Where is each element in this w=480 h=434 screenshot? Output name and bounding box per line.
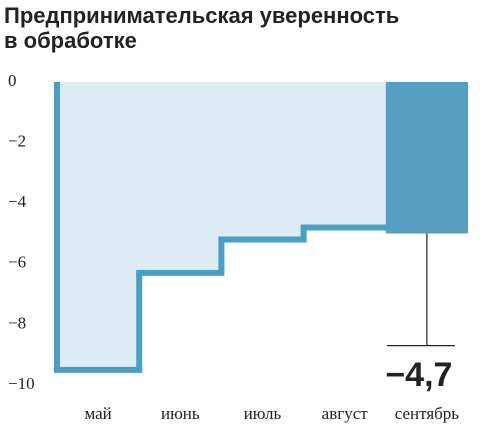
y-tick-label: −2 [8, 132, 26, 151]
annotation: −4,7 [385, 356, 452, 394]
chart-title: в обработке [4, 28, 137, 53]
area [139, 82, 222, 273]
x-tick-label: август [322, 404, 369, 423]
x-tick-label: июнь [161, 404, 200, 423]
y-tick-label: −10 [8, 374, 35, 393]
bar [385, 82, 468, 234]
area [303, 82, 386, 228]
area [57, 82, 140, 370]
y-tick-label: 0 [8, 71, 17, 90]
x-tick-label: сентябрь [395, 404, 460, 423]
chart-title: Предпринимательская уверенность [4, 3, 399, 28]
y-tick-label: −6 [8, 253, 26, 272]
y-tick-label: −4 [8, 192, 27, 211]
area [221, 82, 304, 240]
x-tick-label: июль [244, 404, 282, 423]
x-tick-label: май [84, 404, 111, 423]
y-tick-label: −8 [8, 313, 26, 332]
